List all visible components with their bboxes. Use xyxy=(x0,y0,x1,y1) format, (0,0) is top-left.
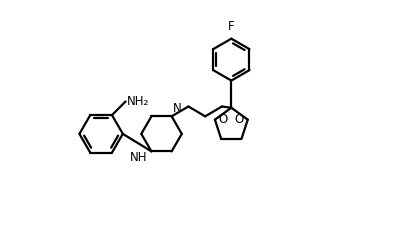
Text: F: F xyxy=(227,20,234,32)
Text: O: O xyxy=(218,113,227,126)
Text: N: N xyxy=(172,102,181,115)
Text: NH: NH xyxy=(129,151,147,164)
Text: O: O xyxy=(234,113,243,126)
Text: NH₂: NH₂ xyxy=(126,94,149,108)
